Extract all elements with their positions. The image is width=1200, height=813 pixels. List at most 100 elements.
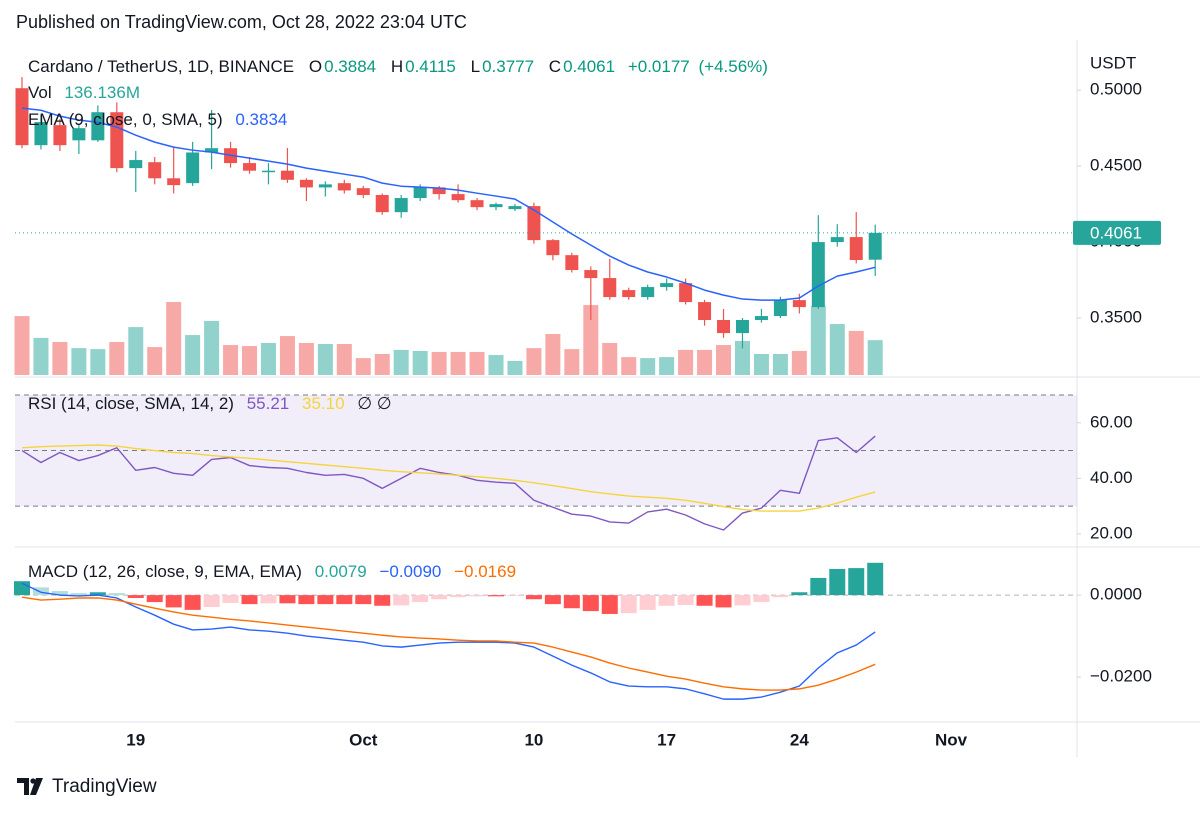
histogram-bar — [393, 595, 410, 606]
candle-body — [868, 232, 882, 260]
histogram-bar — [165, 595, 182, 608]
candle-body — [508, 206, 522, 210]
volume-bar — [526, 348, 542, 375]
legends: USDT Cardano / TetherUS, 1D, BINANCE O 0.… — [28, 53, 1136, 581]
histogram-bar — [715, 595, 732, 608]
histogram-bar — [829, 568, 846, 596]
histogram-bar — [810, 577, 827, 596]
histogram-bar — [639, 595, 656, 610]
macd-value: −0.0090 — [379, 562, 441, 581]
y-tick-label: 0.0000 — [1090, 585, 1142, 604]
volume-bar — [374, 353, 390, 375]
volume-bar — [602, 342, 618, 375]
brand-name: TradingView — [52, 776, 157, 797]
histogram-bar — [89, 592, 106, 596]
candle-body — [186, 152, 200, 184]
candle-body — [337, 183, 351, 191]
candle-body — [773, 300, 787, 317]
histogram-bar — [184, 595, 201, 610]
candle-body — [375, 195, 389, 213]
plot: 0.50000.45000.40000.35000.406119Oct10172… — [14, 77, 1161, 749]
candle-body — [451, 194, 465, 201]
candle-body — [679, 283, 693, 303]
volume-bar — [14, 316, 30, 375]
close-value: 0.4061 — [563, 57, 615, 76]
volume-bar — [128, 327, 144, 375]
candle-body — [717, 320, 731, 334]
histogram-bar — [848, 568, 865, 596]
volume-bar — [260, 342, 276, 375]
candle-body — [205, 148, 219, 153]
volume-name: Vol — [28, 83, 52, 102]
candle-body — [584, 270, 598, 279]
ema-legend: EMA (9, close, 0, SMA, 5) 0.3834 — [28, 110, 287, 129]
candle-body — [53, 125, 67, 146]
candle-body — [792, 300, 806, 308]
candle-body — [849, 237, 863, 261]
volume-bar — [166, 302, 182, 375]
change-value: +0.0177 — [628, 57, 690, 76]
volume-bar — [336, 344, 352, 375]
volume-bar — [564, 349, 580, 375]
volume-bar — [621, 357, 637, 375]
candle-body — [148, 162, 162, 179]
candle-body — [243, 163, 257, 171]
logo-shape — [30, 778, 43, 795]
histogram-bar — [772, 595, 789, 598]
series-line — [21, 596, 876, 691]
candle-body — [830, 237, 844, 243]
candle-body — [129, 160, 143, 169]
candle-body — [261, 170, 275, 173]
histogram-bar — [696, 595, 713, 606]
histogram-bar — [279, 595, 296, 604]
volume-bar — [393, 349, 409, 375]
candle-body — [527, 206, 541, 241]
series-line — [21, 107, 876, 301]
candle-body — [489, 204, 503, 208]
candle-body — [735, 320, 749, 334]
candle-body — [167, 178, 181, 186]
y-tick-label: 20.00 — [1090, 523, 1133, 542]
histogram-bar — [222, 595, 239, 603]
candle-body — [754, 316, 768, 321]
candle-body — [356, 188, 370, 195]
volume-bar — [412, 350, 428, 375]
candle-body — [641, 287, 655, 298]
volume-bar — [469, 351, 485, 375]
high-value: 0.4115 — [405, 57, 456, 76]
macd-legend: MACD (12, 26, close, 9, EMA, EMA) 0.0079… — [28, 562, 516, 581]
histogram-bar — [317, 595, 334, 605]
histogram-bar — [544, 595, 561, 605]
candle-body — [15, 88, 29, 146]
x-tick-label: Nov — [935, 730, 968, 749]
volume-bar — [279, 336, 295, 375]
volume-bar — [355, 358, 371, 375]
volume-bar — [33, 337, 49, 375]
x-tick-label: Oct — [349, 730, 378, 749]
histogram-bar — [298, 595, 315, 605]
ohlc-label: O — [309, 57, 322, 76]
candle-body — [299, 179, 313, 188]
y-axis-label: USDT — [1090, 53, 1136, 72]
histogram-bar — [32, 587, 49, 596]
series-line — [21, 444, 876, 512]
frame — [15, 40, 1200, 757]
x-tick-label: 17 — [657, 730, 676, 749]
macd-title: MACD (12, 26, close, 9, EMA, EMA) — [28, 562, 302, 581]
volume-bar — [810, 306, 826, 375]
volume-bar — [545, 334, 561, 375]
histogram-bar — [51, 591, 68, 596]
histogram-bar — [336, 595, 353, 605]
rsi-legend: RSI (14, close, SMA, 14, 2) 55.21 35.10 … — [28, 394, 392, 413]
volume-bar — [716, 345, 732, 375]
histogram-value: 0.0079 — [315, 562, 367, 581]
histogram-bar — [260, 595, 277, 604]
histogram-bar — [753, 595, 770, 603]
ohlc-label: C — [549, 57, 561, 76]
candle-body — [413, 187, 427, 199]
histogram-bar — [601, 595, 618, 614]
last-price-label: 0.4061 — [1090, 223, 1142, 242]
y-tick-label: 0.5000 — [1090, 80, 1142, 99]
candle-body — [72, 128, 86, 141]
change-percent: (+4.56%) — [698, 57, 767, 76]
